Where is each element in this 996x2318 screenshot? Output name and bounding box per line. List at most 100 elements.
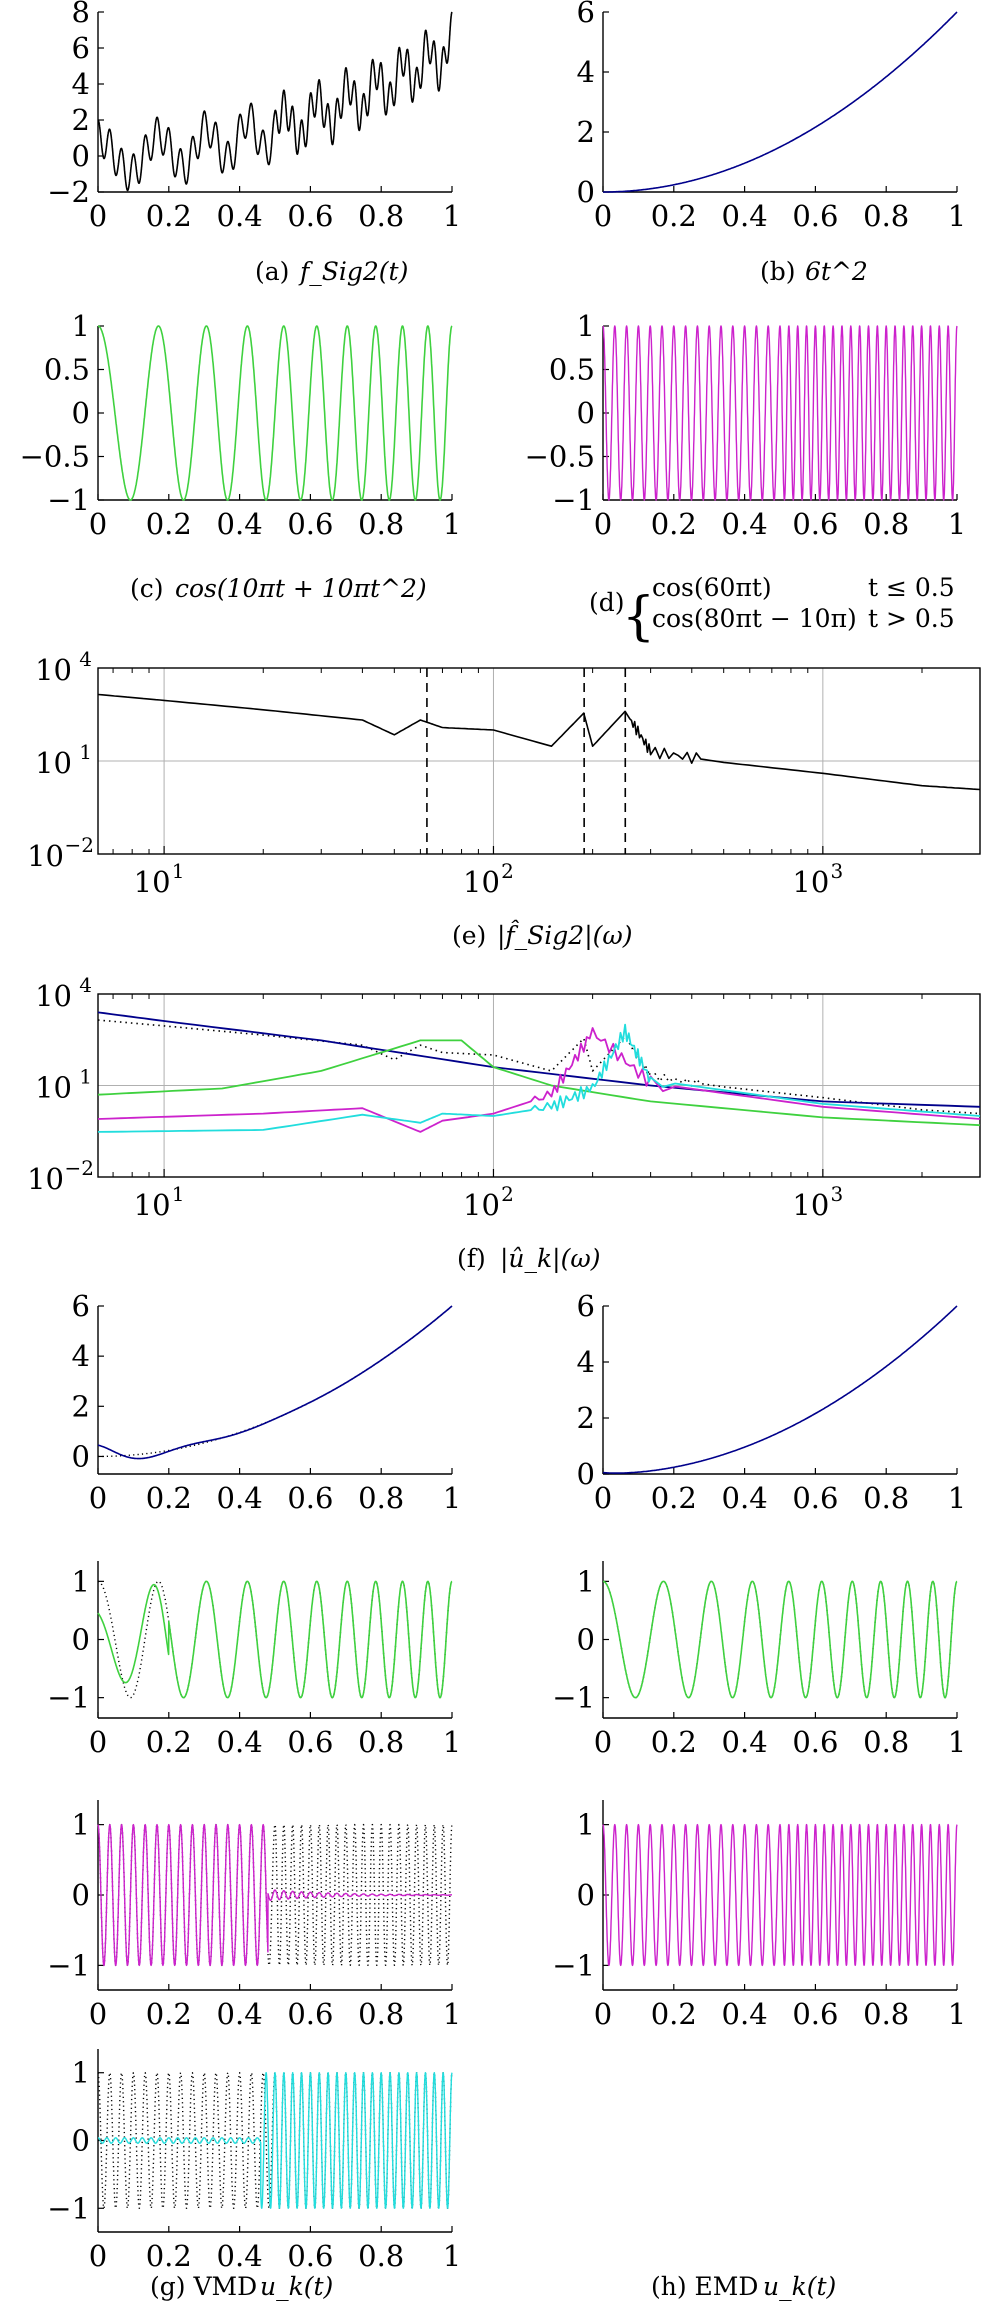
series-vmd-trend: [97, 1305, 453, 1460]
y-tick-label: −1: [552, 1948, 595, 1982]
panel-g4: 0 0.2 0.4 0.6 0.8 1 −1 0 1: [47, 2049, 461, 2273]
x-tick-label: 0.4: [722, 507, 768, 541]
series-reference-dotted: [97, 1823, 453, 1967]
y-tick-label: −1: [47, 483, 90, 517]
series-vmd-chirp: [97, 1580, 453, 1699]
caption-c-label: (c): [130, 574, 164, 603]
x-tick-label: 0.4: [217, 2239, 263, 2273]
panel-d: 0 0.2 0.4 0.6 0.8 1 −1 −0.5 0 0.5 1: [525, 309, 967, 541]
x-tick-label: 1: [443, 199, 461, 233]
y-tick-label: 4: [72, 67, 90, 101]
caption-c-math: cos(10πt + 10πt^2): [175, 574, 427, 603]
x-tick-exponent: 1: [172, 1182, 185, 1206]
y-tick-label: 10: [35, 1071, 72, 1105]
y-tick-label: −1: [552, 483, 595, 517]
y-tick-label: 1: [72, 1808, 90, 1842]
x-tick-label: 1: [948, 1481, 966, 1515]
series-reference-dotted: [97, 2071, 453, 2210]
y-tick-label: 1: [577, 1564, 595, 1598]
panel-g3: 0 0.2 0.4 0.6 0.8 1 −1 0 1: [47, 1800, 461, 2031]
series-emd-trend: [602, 1305, 958, 1474]
x-tick-label: 0.6: [792, 1725, 838, 1759]
x-tick-label: 10: [792, 1188, 829, 1222]
x-tick-label: 0.4: [217, 1481, 263, 1515]
caption-b-math: 6t^2: [805, 257, 868, 286]
x-tick-label: 0: [594, 507, 612, 541]
x-tick-label: 10: [463, 1188, 500, 1222]
x-tick-label: 0.6: [287, 1481, 333, 1515]
series-green: [97, 1039, 981, 1127]
series-emd-chirp: [602, 1580, 958, 1699]
caption-h: (h) EMD u_k(t): [651, 2272, 836, 2301]
y-tick-label: 0.5: [549, 353, 595, 387]
x-tick-label: 0: [89, 507, 107, 541]
x-tick-label: 0.8: [358, 1725, 404, 1759]
caption-d-case1-expr: cos(60πt): [652, 573, 772, 602]
caption-g-math: u_k(t): [260, 2272, 333, 2301]
y-tick-label: 0: [577, 1623, 595, 1657]
y-tick-label: 0: [72, 139, 90, 173]
caption-f-label: (f): [457, 1244, 486, 1273]
y-tick-label: 10: [27, 1162, 64, 1196]
x-tick-label: 1: [443, 1481, 461, 1515]
x-tick-label: 0.8: [358, 1481, 404, 1515]
y-tick-label: −1: [47, 1948, 90, 1982]
x-tick-label: 0.6: [287, 1997, 333, 2031]
panel-c: 0 0.2 0.4 0.6 0.8 1 −1 −0.5 0 0.5 1: [20, 309, 462, 541]
x-tick-exponent: 2: [501, 1182, 514, 1206]
x-tick-label: 0.6: [792, 507, 838, 541]
x-tick-label: 0.8: [863, 1725, 909, 1759]
panel-g2: 0 0.2 0.4 0.6 0.8 1 −1 0 1: [47, 1561, 461, 1759]
x-tick-label: 10: [134, 1188, 171, 1222]
caption-d-brace: {: [622, 587, 655, 647]
y-tick-label: 8: [72, 0, 90, 29]
x-tick-exponent: 2: [501, 859, 514, 883]
x-tick-label: 0.2: [146, 2239, 192, 2273]
y-tick-label: 6: [577, 1289, 595, 1323]
x-tick-label: 0.2: [651, 507, 697, 541]
panel-e: 10 1 10 2 10 310 −210 110 4: [27, 647, 981, 899]
y-tick-label: 0: [577, 175, 595, 209]
y-tick-label: 0.5: [44, 353, 90, 387]
caption-h-math: u_k(t): [763, 2272, 836, 2301]
caption-g-label: (g) VMD: [150, 2272, 257, 2301]
x-tick-label: 0.8: [358, 2239, 404, 2273]
y-tick-exponent: −2: [65, 833, 94, 857]
y-tick-label: 2: [72, 1389, 90, 1423]
caption-a-label: (a): [255, 257, 289, 286]
series-vmd-cyan: [97, 2071, 453, 2209]
y-tick-label: 4: [577, 55, 595, 89]
x-tick-exponent: 3: [830, 859, 843, 883]
x-tick-label: 0: [594, 1997, 612, 2031]
y-tick-label: 0: [577, 396, 595, 430]
x-tick-label: 0: [89, 1481, 107, 1515]
series-spectrum: [97, 693, 981, 791]
x-tick-label: 0.4: [217, 507, 263, 541]
x-tick-label: 0: [89, 1997, 107, 2031]
y-tick-label: 2: [577, 115, 595, 149]
series-cyan: [97, 1023, 981, 1133]
caption-f-math: |û_k|(ω): [500, 1244, 601, 1274]
x-tick-label: 1: [443, 507, 461, 541]
x-tick-exponent: 3: [830, 1182, 843, 1206]
caption-b-label: (b): [760, 257, 796, 286]
y-tick-exponent: −2: [65, 1156, 94, 1180]
y-tick-label: 1: [72, 309, 90, 343]
x-tick-label: 0.8: [358, 1997, 404, 2031]
caption-d-label: (d): [589, 588, 625, 617]
y-tick-label: 0: [72, 1623, 90, 1657]
x-tick-label: 0: [594, 199, 612, 233]
series-magenta: [97, 1027, 981, 1133]
x-tick-label: 0.6: [287, 1725, 333, 1759]
x-tick-label: 0.4: [722, 1997, 768, 2031]
x-tick-label: 0.6: [792, 199, 838, 233]
x-tick-label: 0: [89, 199, 107, 233]
x-tick-label: 1: [948, 199, 966, 233]
x-tick-label: 0.6: [287, 199, 333, 233]
x-tick-label: 1: [948, 1725, 966, 1759]
x-tick-label: 0.8: [358, 507, 404, 541]
y-tick-label: 10: [27, 839, 64, 873]
x-tick-label: 0: [89, 1725, 107, 1759]
y-tick-exponent: 4: [79, 973, 92, 997]
caption-e-math: |f̂_Sig2|(ω): [497, 921, 633, 951]
